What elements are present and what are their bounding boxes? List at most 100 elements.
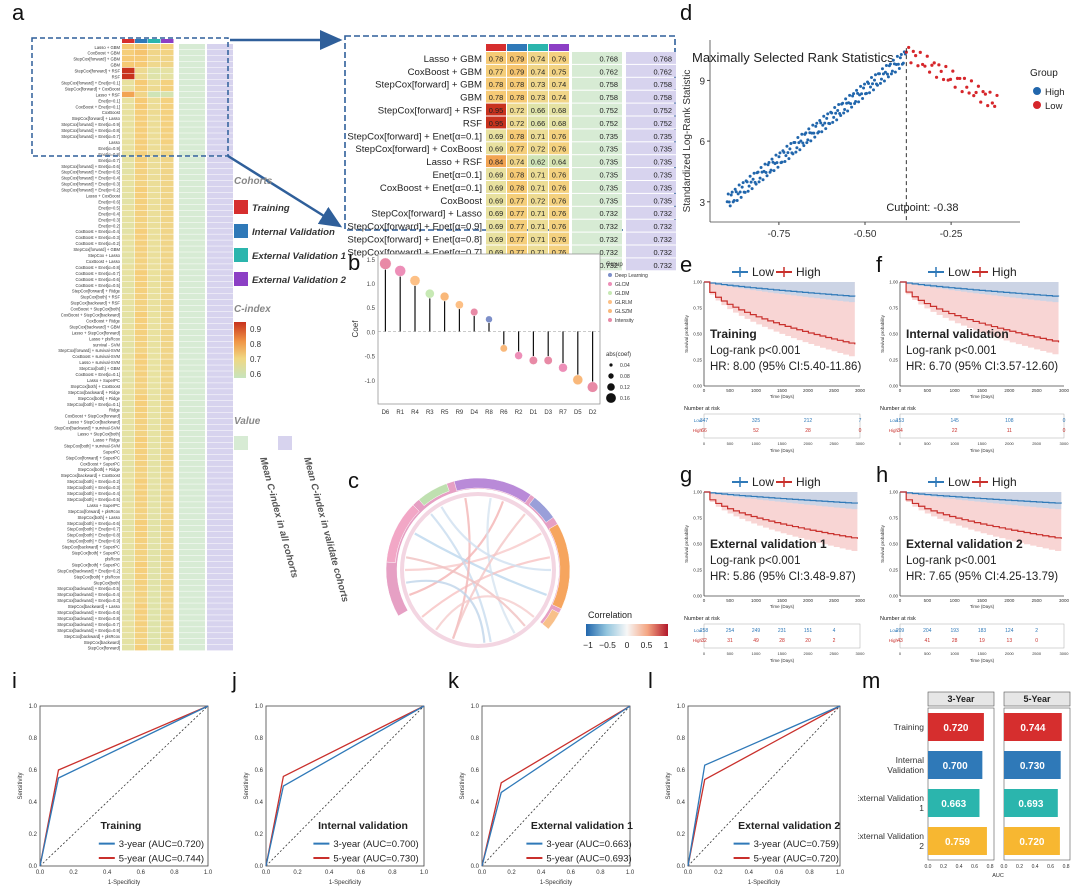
mean-all-value: 0.735 (600, 183, 619, 192)
heatmap-cell (122, 395, 135, 401)
heatmap-cell (148, 597, 161, 603)
panel-j-roc: 0.00.00.20.20.40.40.60.60.80.81.01.01-Sp… (244, 704, 429, 886)
heatmap-row-label: StepCox[forward] + Enet[α=0.9] (61, 122, 120, 127)
x-tick-label: 0.4 (103, 870, 112, 876)
mean-all-cell (179, 305, 205, 312)
low-ci-band (704, 282, 855, 303)
heatmap-cell (135, 484, 148, 490)
heatmap-cell (122, 639, 135, 645)
x-axis-title: 1-Specificity (748, 880, 780, 886)
high-group-point (751, 177, 755, 181)
heatmap-cell (148, 573, 161, 579)
heatmap-cell (161, 174, 174, 181)
y-axis-title: Sensitivity (244, 772, 250, 799)
mean-all-cell (179, 282, 205, 288)
heatmap-cell (135, 109, 148, 115)
heatmap-row-label: StepCox[both] (93, 580, 120, 585)
heatmap-cell (161, 406, 174, 413)
mean-val-cell (207, 442, 233, 449)
legend-label-high: High (796, 475, 821, 489)
heatmap-cell (135, 591, 148, 597)
heatmap-cell (148, 377, 161, 383)
mean-val-cell (626, 77, 676, 90)
risk-x-tick: 500 (727, 651, 734, 656)
heatmap-row-label: StepCox[both] + Ridge (78, 467, 121, 472)
mean-val-value: 0.735 (654, 145, 673, 154)
high-group-point (871, 88, 875, 92)
mean-val-cell (207, 61, 233, 68)
heatmap-cell (122, 91, 135, 98)
high-group-point (851, 94, 855, 98)
high-group-point (818, 119, 822, 123)
low-group-point (941, 77, 946, 82)
heatmap-cell (135, 525, 148, 532)
high-group-point (786, 151, 790, 155)
mean-val-cell (207, 371, 233, 377)
heatmap-cell (135, 204, 148, 211)
mean-val-cell (207, 579, 233, 585)
heatmap-cell-value: 0.78 (489, 54, 503, 63)
high-group-point (823, 121, 827, 125)
heatmap-row-label: CoxBoost + StepCox[both] (71, 307, 120, 312)
mean-val-cell (207, 115, 233, 121)
heatmap-cell (148, 514, 161, 520)
mean-val-cell (207, 258, 233, 264)
x-tick-label: 500 (726, 598, 734, 603)
mean-val-cell (207, 305, 233, 312)
heatmap-cell (148, 496, 161, 502)
y-tick-label: 0.0 (29, 864, 38, 870)
heatmap-cell (148, 133, 161, 139)
heatmap-cell (122, 145, 135, 151)
heatmap-cell (161, 401, 174, 407)
heatmap-cell (148, 276, 161, 282)
heatmap-cell (148, 258, 161, 264)
heatmap-cell (528, 206, 548, 219)
low-group-point (921, 62, 925, 67)
heatmap-cell (148, 222, 161, 228)
high-group-point (782, 150, 786, 154)
mean-val-cell (207, 436, 233, 443)
heatmap-cell (161, 472, 174, 478)
x-tick-label: 1.0 (836, 870, 845, 876)
heatmap-cell (549, 232, 569, 245)
heatmap-row-label: StepCox[forward] + CoxBoost (355, 144, 482, 155)
x-tick-label: 3000 (855, 388, 866, 393)
low-group-point (955, 76, 960, 80)
heatmap-cell (161, 287, 174, 294)
heatmap-cell (161, 531, 174, 538)
heatmap-cell (161, 335, 174, 341)
high-group-point (857, 100, 861, 104)
high-group-point (735, 198, 739, 202)
mean-val-cell (207, 186, 233, 193)
mean-val-cell (207, 644, 233, 651)
chord-segment (548, 523, 571, 610)
risk-row-label: High (693, 638, 703, 643)
mean-all-cell (572, 219, 622, 232)
heatmap-row-label: Enet[α=0.3] (98, 217, 120, 222)
mean-all-cell (179, 168, 205, 175)
heatmap-row-label: Lasso + StepCox[backward] (68, 420, 120, 425)
heatmap-cell (148, 329, 161, 336)
heatmap-cell (135, 520, 148, 526)
mean-all-cell (179, 210, 205, 217)
heatmap-cell (161, 353, 174, 359)
mean-all-cell (179, 252, 205, 258)
y-tick-label: 0.00 (693, 594, 702, 599)
heatmap-cell (161, 442, 174, 449)
heatmap-cell (122, 418, 135, 425)
mean-all-cell (179, 639, 205, 645)
lollipop-point (409, 275, 421, 286)
heatmap-cell (122, 180, 135, 187)
x-tick-label: 500 (924, 598, 932, 603)
mean-all-cell (179, 67, 205, 74)
x-tick-label: R4 (411, 410, 419, 416)
heatmap-cell (122, 157, 135, 163)
heatmap-cell (148, 127, 161, 133)
heatmap-cell (135, 514, 148, 520)
heatmap-cell (161, 520, 174, 526)
high-group-point (813, 135, 817, 139)
high-group-point (777, 155, 781, 159)
heatmap-cell (122, 168, 135, 175)
